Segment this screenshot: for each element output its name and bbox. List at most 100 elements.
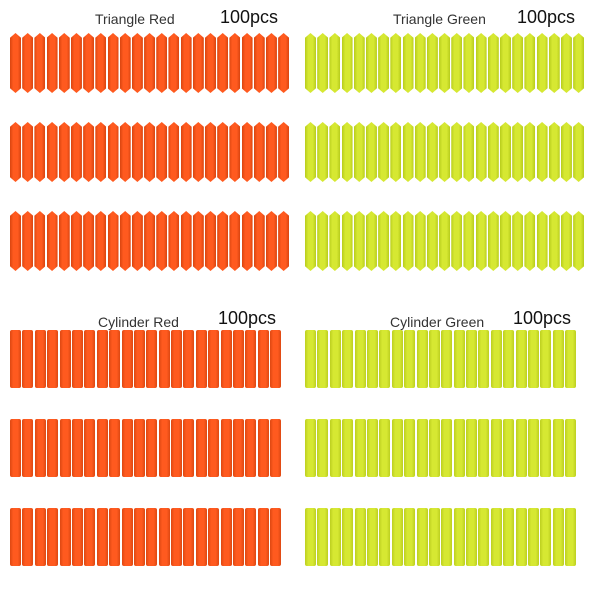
dart — [58, 211, 70, 271]
dart — [341, 211, 353, 271]
dart — [317, 419, 329, 477]
dart — [171, 419, 183, 477]
dart — [195, 419, 207, 477]
dart — [34, 122, 46, 182]
dart — [560, 122, 572, 182]
dart — [229, 33, 241, 93]
dart — [241, 33, 253, 93]
dart — [84, 330, 96, 388]
dart — [133, 508, 145, 566]
dart — [305, 419, 316, 477]
dart — [528, 419, 540, 477]
dart — [341, 122, 353, 182]
dart — [71, 419, 83, 477]
dart — [107, 211, 119, 271]
dart — [278, 211, 290, 271]
dart — [270, 330, 282, 388]
dart — [121, 508, 133, 566]
dart — [341, 33, 353, 93]
dart — [245, 419, 257, 477]
dart — [365, 33, 377, 93]
dart — [10, 330, 21, 388]
dart — [168, 211, 180, 271]
dart — [402, 33, 414, 93]
dart — [253, 211, 265, 271]
dart — [512, 122, 524, 182]
dart — [552, 508, 564, 566]
dart — [47, 419, 59, 477]
dart — [70, 33, 82, 93]
dart — [144, 33, 156, 93]
dart — [146, 508, 158, 566]
dart — [305, 122, 316, 182]
dart — [241, 211, 253, 271]
dart — [34, 330, 46, 388]
dart-row — [10, 330, 283, 388]
dart — [183, 508, 195, 566]
dart — [47, 508, 59, 566]
dart — [83, 211, 95, 271]
dart — [490, 508, 502, 566]
dart — [70, 122, 82, 182]
dart — [329, 508, 341, 566]
dart — [428, 508, 440, 566]
dart — [305, 211, 316, 271]
dart — [329, 122, 341, 182]
dart — [441, 508, 453, 566]
dart — [329, 330, 341, 388]
dart — [524, 211, 536, 271]
dart — [195, 330, 207, 388]
dart — [466, 330, 478, 388]
dart — [540, 508, 552, 566]
dart — [144, 122, 156, 182]
dart — [365, 122, 377, 182]
dart — [540, 419, 552, 477]
dart — [253, 33, 265, 93]
dart — [451, 122, 463, 182]
dart — [416, 419, 428, 477]
dart — [83, 122, 95, 182]
dart — [503, 508, 515, 566]
dart — [416, 508, 428, 566]
dart — [233, 508, 245, 566]
dart — [512, 33, 524, 93]
dart — [329, 33, 341, 93]
dart — [10, 122, 21, 182]
dart — [131, 122, 143, 182]
dart — [158, 508, 170, 566]
dart — [528, 330, 540, 388]
dart — [565, 419, 577, 477]
dart — [354, 508, 366, 566]
dart — [34, 33, 46, 93]
dart — [390, 33, 402, 93]
dart — [416, 330, 428, 388]
dart — [548, 122, 560, 182]
dart — [317, 508, 329, 566]
dart — [158, 419, 170, 477]
dart — [524, 33, 536, 93]
dart — [217, 211, 229, 271]
dart — [391, 419, 403, 477]
dart — [466, 508, 478, 566]
dart — [329, 419, 341, 477]
dart — [205, 211, 216, 271]
dart — [353, 122, 365, 182]
dart — [171, 330, 183, 388]
dart — [317, 122, 329, 182]
dart — [34, 211, 46, 271]
dart-row — [305, 330, 578, 388]
dart — [195, 508, 207, 566]
dart — [463, 211, 475, 271]
dart — [490, 419, 502, 477]
dart — [119, 122, 131, 182]
dart — [536, 211, 548, 271]
dart — [453, 508, 465, 566]
dart — [59, 508, 71, 566]
dart — [70, 211, 82, 271]
dart — [463, 33, 475, 93]
dart — [270, 508, 282, 566]
dart — [378, 122, 390, 182]
dart — [233, 419, 245, 477]
dart — [233, 330, 245, 388]
dart — [512, 211, 524, 271]
